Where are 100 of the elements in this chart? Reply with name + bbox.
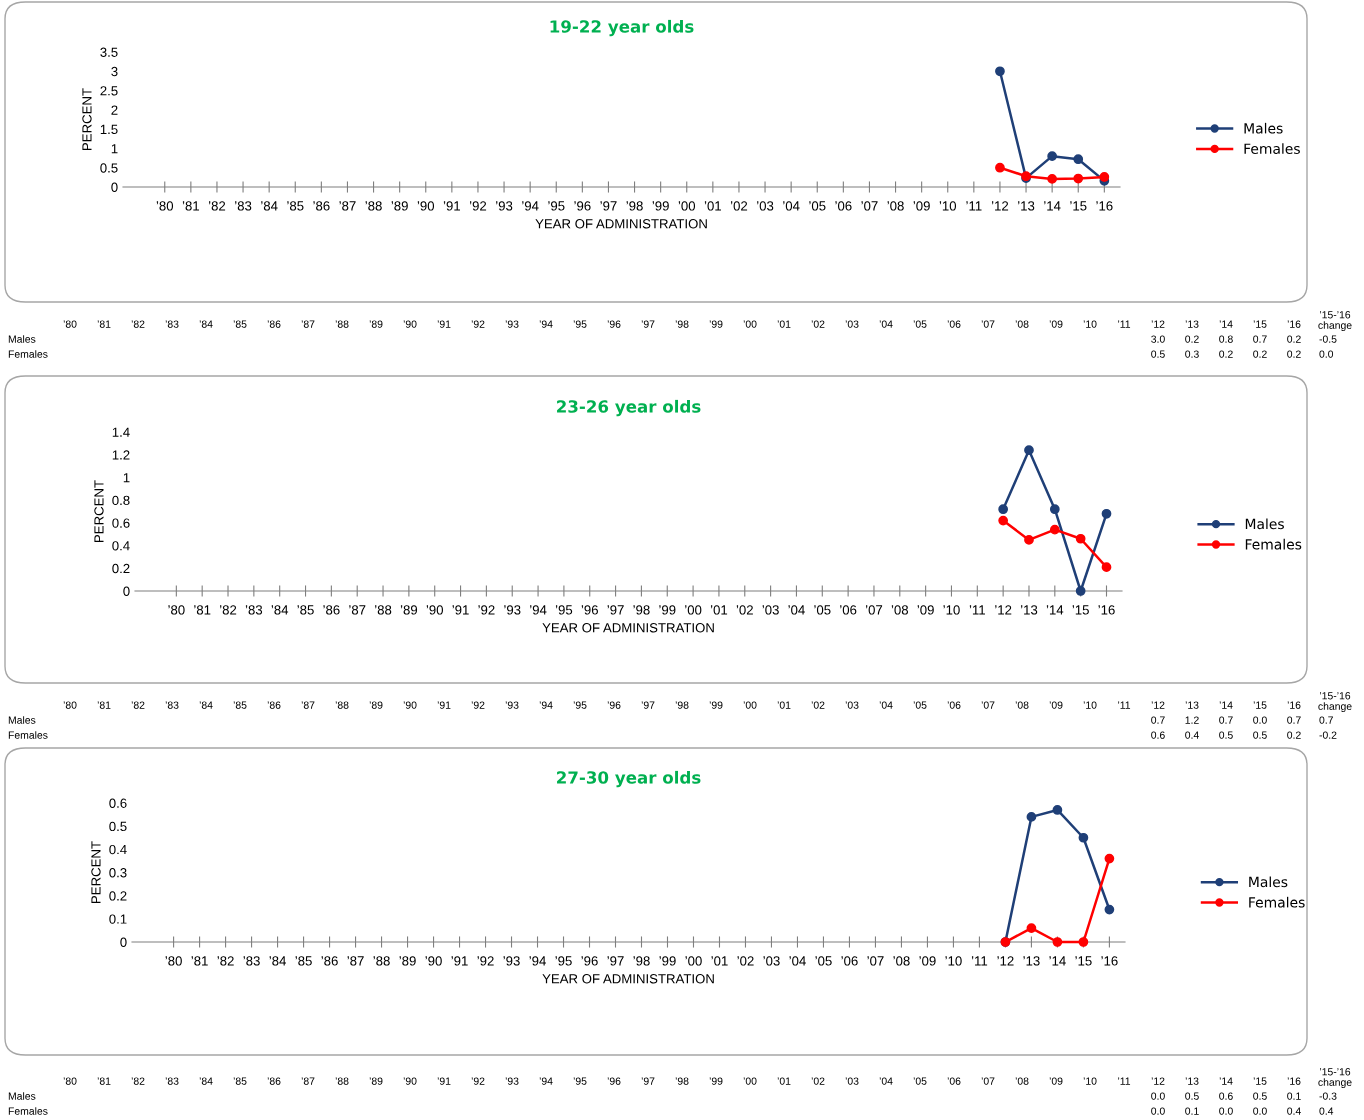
y-axis-title: PERCENT [91,841,101,903]
category-label: ’91 [437,320,451,328]
category-label: ’13 [1185,701,1199,709]
category-label: ’83 [165,701,179,709]
category-label: ’86 [267,1077,281,1085]
chart-title: 19-22 year olds [550,19,694,37]
x-tick-label: ’10 [945,956,962,966]
category-label: ’04 [879,320,893,328]
category-label: ’98 [675,1077,689,1085]
text: 1.2 [1185,716,1199,724]
category-label: ’89 [369,1077,383,1085]
text: 0.1 [1185,1107,1199,1115]
category-label: ’12 [1151,320,1165,328]
x-axis-title: YEAR OF ADMINISTRATION [542,623,714,633]
text: 0.4 [1319,1107,1334,1115]
x-tick-label: ’11 [969,605,985,615]
legend-label: Males [1244,122,1283,134]
category-label: ’83 [165,320,179,328]
x-tick-label: ’90 [417,201,435,211]
category-label: ’94 [539,1077,553,1085]
category-label: ’15 [1253,1077,1267,1085]
y-tick-label: 0.2 [112,563,130,574]
category-label: ’06 [947,701,961,709]
y-tick-label: 0 [111,182,118,192]
x-tick-label: ’85 [297,605,314,615]
category-label: ’84 [199,701,213,709]
x-tick-label: ’01 [710,605,728,615]
text: Males [8,1092,36,1100]
x-tick-label: ’86 [323,605,340,615]
x-tick-label: ’94 [522,201,539,211]
y-tick-label: 2.5 [100,86,118,96]
text: 0.5 [1219,731,1233,739]
text: 0.5 [1185,1092,1199,1100]
category-label: ’08 [1015,320,1029,328]
legend-label: Males [1245,518,1284,530]
y-tick-label: 0.3 [109,868,127,878]
category-label: ’00 [743,320,757,328]
y-tick-label: 0.8 [112,495,130,506]
x-tick-label: ’00 [685,605,702,615]
x-tick-label: ’04 [783,201,800,211]
y-tick-label: 0.5 [109,821,127,832]
text: Females [8,350,48,358]
x-tick-label: ’89 [400,605,418,615]
category-label: ’85 [233,701,247,709]
category-label: ’00 [743,701,757,709]
y-tick-label: 2 [111,105,118,115]
x-tick-label: ’12 [995,605,1012,615]
category-label: ’06 [947,320,961,328]
category-label: ’85 [233,320,247,328]
category-label: ’94 [539,701,553,709]
x-tick-label: ’15 [1075,956,1092,966]
text: 0.8 [1219,335,1233,343]
text: -0.2 [1319,731,1337,739]
category-label: ’14 [1219,320,1233,328]
x-tick-label: ’14 [1044,201,1061,211]
category-label: ’83 [165,1077,179,1085]
text: 0.5 [1151,350,1165,358]
category-label: ’88 [335,701,349,709]
category-label: ’81 [97,1077,111,1085]
text: 0.0 [1219,1107,1233,1115]
category-label: ’96 [607,701,621,709]
text: 0.1 [1287,1092,1301,1100]
x-tick-label: ’07 [865,605,883,615]
text: 0.0 [1151,1092,1165,1100]
x-tick-label: ’16 [1101,956,1118,966]
x-tick-label: ’06 [840,605,857,615]
x-tick-label: ’93 [496,201,513,211]
x-tick-label: ’83 [235,201,252,211]
text: 0.2 [1287,731,1301,739]
text: ’15-’16 change [1318,1068,1352,1088]
y-tick-label: 0.6 [109,798,127,808]
category-label: ’08 [1015,1077,1029,1085]
text: 0.6 [1219,1092,1233,1100]
x-tick-label: ’86 [321,956,338,966]
x-tick-label: ’95 [548,201,565,211]
category-label: ’93 [505,320,519,328]
category-label: ’90 [403,701,417,709]
category-label: ’02 [811,320,825,328]
text: 0.7 [1253,335,1267,343]
x-tick-label: ’87 [347,956,364,966]
text: 0.2 [1185,335,1199,343]
x-tick-label: ’91 [452,605,469,615]
y-tick-label: 3.5 [100,47,118,57]
category-label: ’95 [573,701,587,709]
category-label: ’82 [131,701,145,709]
category-label: ’87 [301,1077,315,1085]
x-tick-label: ’16 [1098,605,1115,615]
x-tick-label: ’80 [165,956,182,966]
category-label: ’04 [879,1077,893,1085]
x-tick-label: ’88 [373,956,390,966]
x-tick-label: ’96 [581,605,598,615]
category-label: ’99 [709,1077,723,1085]
category-label: ’92 [471,701,485,709]
category-label: ’02 [811,701,825,709]
x-tick-label: ’99 [659,605,676,615]
x-tick-label: ’83 [245,605,263,615]
category-label: ’81 [97,320,111,328]
x-tick-label: ’98 [626,201,643,211]
text: 0.6 [1151,731,1165,739]
category-label: ’98 [675,701,689,709]
